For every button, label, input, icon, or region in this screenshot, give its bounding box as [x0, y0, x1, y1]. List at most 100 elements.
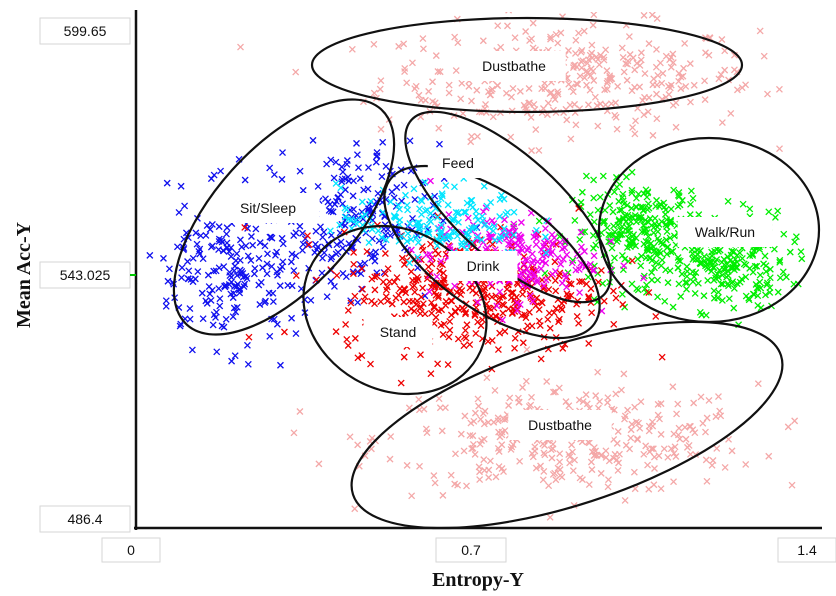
data-point: [178, 264, 186, 272]
data-point: [527, 294, 535, 302]
data-point: [603, 67, 611, 75]
data-point: [371, 286, 379, 294]
data-point: [689, 278, 697, 286]
data-point: [555, 315, 563, 323]
data-point: [681, 39, 689, 47]
data-point: [198, 289, 206, 297]
data-point: [565, 47, 572, 54]
data-point: [583, 280, 590, 288]
data-point: [146, 251, 154, 259]
data-point: [406, 137, 414, 145]
data-point: [702, 49, 709, 57]
data-point: [562, 398, 570, 406]
data-point: [628, 189, 636, 197]
data-point: [377, 125, 385, 133]
data-point: [497, 43, 505, 51]
data-point: [571, 217, 579, 224]
data-point: [470, 417, 478, 425]
data-point: [603, 224, 611, 232]
data-point: [578, 47, 586, 54]
data-point: [776, 274, 784, 282]
data-point: [607, 100, 615, 108]
data-point: [589, 231, 597, 239]
data-point: [242, 242, 250, 250]
data-point: [372, 158, 380, 166]
data-point: [695, 211, 703, 219]
data-point: [764, 90, 771, 98]
data-point: [704, 276, 712, 284]
data-point: [575, 265, 583, 273]
data-point: [488, 336, 496, 344]
data-point: [556, 458, 564, 466]
data-point: [494, 22, 502, 30]
data-point: [633, 435, 641, 443]
data-point: [535, 146, 543, 154]
data-point: [645, 485, 653, 493]
data-point: [256, 301, 264, 308]
data-point: [640, 272, 648, 280]
data-point: [624, 406, 632, 414]
data-point: [243, 275, 251, 282]
data-point: [382, 293, 390, 301]
data-point: [792, 233, 800, 241]
data-point: [582, 172, 590, 180]
data-point: [631, 212, 639, 219]
data-point: [402, 289, 410, 297]
data-point: [430, 303, 438, 311]
data-point: [354, 298, 362, 306]
data-point: [451, 33, 459, 41]
data-point: [628, 87, 636, 95]
region-label-box: [677, 217, 773, 247]
data-point: [612, 99, 620, 107]
data-point: [229, 313, 237, 321]
data-point: [398, 232, 406, 240]
data-point: [189, 254, 197, 262]
data-point: [462, 208, 470, 216]
data-point: [513, 307, 521, 314]
data-point: [690, 81, 698, 89]
data-point: [739, 200, 747, 208]
data-point: [427, 177, 434, 185]
data-point: [521, 311, 529, 319]
data-point: [578, 278, 586, 285]
data-point: [635, 190, 642, 198]
data-point: [610, 406, 618, 414]
data-point: [237, 43, 244, 51]
y-tick-label-box: [39, 261, 131, 289]
data-point: [571, 61, 579, 69]
data-point: [762, 268, 770, 275]
data-point: [460, 208, 468, 216]
data-point: [650, 75, 658, 83]
data-point: [351, 292, 359, 300]
data-point: [578, 228, 586, 236]
data-point: [670, 449, 678, 457]
data-point: [667, 248, 675, 256]
data-point: [287, 258, 295, 266]
data-point: [415, 91, 423, 99]
data-point: [590, 176, 598, 184]
data-point: [381, 270, 389, 278]
data-point: [265, 289, 273, 297]
data-point: [703, 260, 711, 268]
data-point: [237, 270, 245, 277]
data-point: [320, 228, 328, 236]
data-point: [653, 223, 661, 231]
data-point: [635, 419, 643, 427]
data-point: [640, 221, 648, 229]
data-point: [717, 280, 725, 288]
data-point: [506, 241, 514, 249]
data-point: [677, 85, 685, 93]
data-point: [582, 391, 590, 399]
data-point: [373, 152, 381, 160]
data-point: [551, 95, 559, 103]
data-point: [400, 181, 408, 189]
data-point: [608, 244, 616, 252]
data-point: [371, 273, 379, 281]
data-point: [692, 269, 700, 277]
data-point: [674, 264, 682, 272]
data-point: [247, 256, 255, 264]
data-point: [581, 247, 588, 255]
data-point: [162, 302, 170, 310]
region-labels: Dustbathe Feed Sit/Sleep Walk/Run Drink Stand…: [216, 51, 773, 440]
data-point: [662, 220, 670, 228]
